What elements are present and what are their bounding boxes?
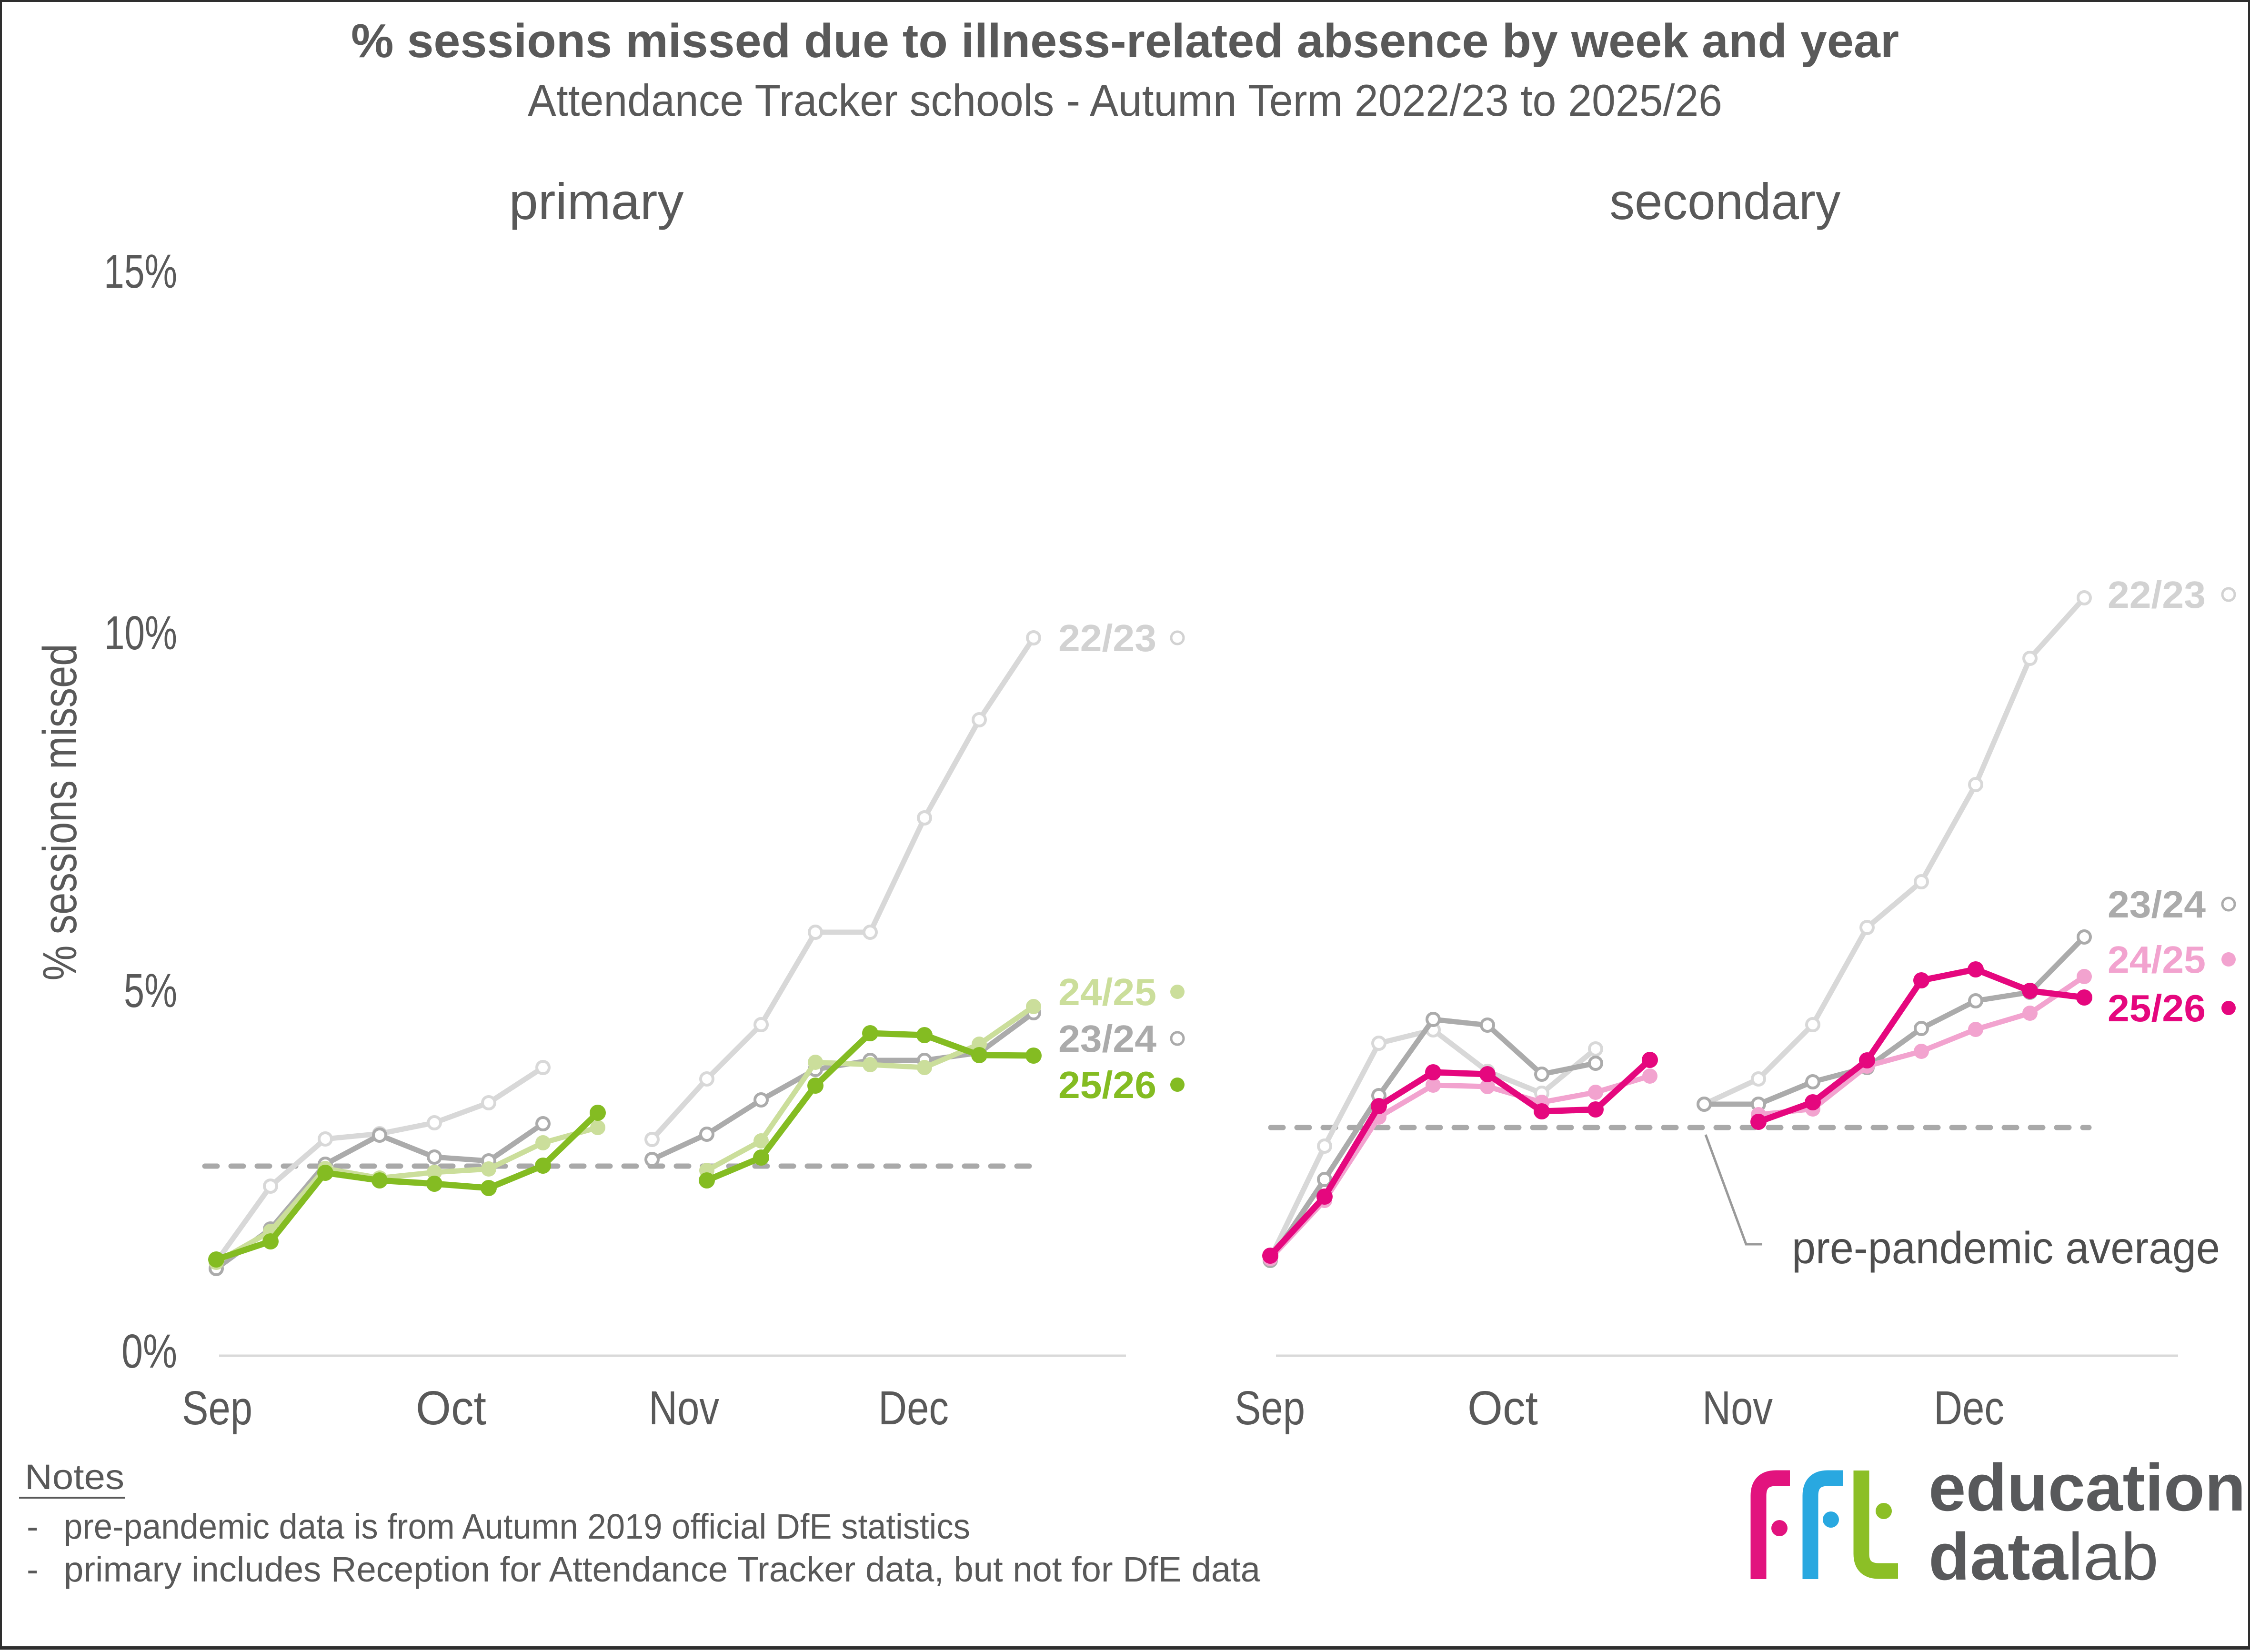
svg-text:Attendance Tracker schools - A: Attendance Tracker schools - Autumn Term… [528, 75, 1722, 125]
svg-text:25/26: 25/26 [1058, 1064, 1156, 1106]
svg-text:Nov: Nov [649, 1381, 719, 1435]
svg-text:Dec: Dec [878, 1381, 949, 1435]
svg-text:23/24: 23/24 [1058, 1017, 1157, 1060]
svg-text:24/25: 24/25 [1058, 971, 1156, 1013]
svg-text:% sessions missed due to illne: % sessions missed due to illness-related… [351, 14, 1899, 68]
svg-text:% sessions missed: % sessions missed [33, 644, 87, 981]
svg-text:primary: primary [509, 172, 684, 230]
svg-text:10%: 10% [104, 606, 177, 660]
svg-text:Sep: Sep [182, 1381, 252, 1435]
svg-text:pre-pandemic average: pre-pandemic average [1792, 1223, 2220, 1273]
svg-text:Dec: Dec [1934, 1381, 2004, 1435]
svg-text:primary includes Reception for: primary includes Reception for Attendanc… [64, 1550, 1261, 1589]
svg-text:25/26: 25/26 [2108, 987, 2206, 1029]
svg-text:22/23: 22/23 [1058, 617, 1156, 659]
svg-text:Sep: Sep [1235, 1381, 1305, 1435]
svg-text:23/24: 23/24 [2108, 883, 2206, 926]
svg-text:education: education [1929, 1450, 2246, 1525]
svg-text:secondary: secondary [1610, 172, 1841, 230]
svg-text:Nov: Nov [1702, 1381, 1773, 1435]
svg-text:24/25: 24/25 [2108, 938, 2206, 981]
svg-text:Notes: Notes [25, 1457, 124, 1497]
svg-text:datalab: datalab [1929, 1519, 2159, 1594]
svg-text:Oct: Oct [416, 1381, 486, 1435]
svg-text:22/23: 22/23 [2108, 574, 2206, 616]
svg-text:0%: 0% [121, 1325, 177, 1378]
svg-text:-: - [27, 1550, 39, 1589]
svg-text:pre-pandemic data is from Autu: pre-pandemic data is from Autumn 2019 of… [64, 1507, 970, 1546]
svg-text:5%: 5% [124, 964, 177, 1017]
svg-text:-: - [27, 1507, 39, 1546]
svg-text:Oct: Oct [1467, 1381, 1538, 1435]
svg-text:15%: 15% [104, 245, 177, 298]
